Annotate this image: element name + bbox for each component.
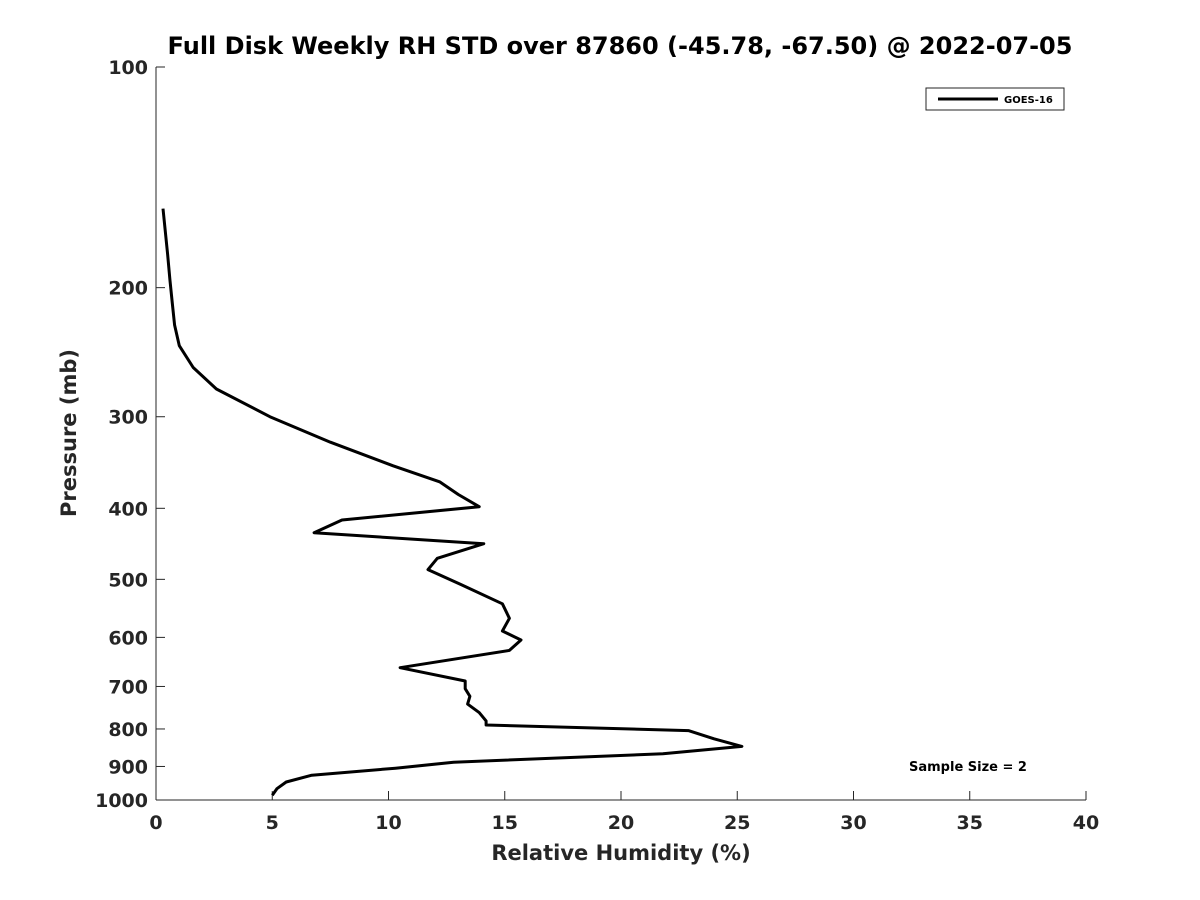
x-tick-label: 20 <box>608 812 634 834</box>
x-axis-ticks: 0 5 10 15 20 25 30 35 40 <box>149 791 1099 834</box>
y-tick-label: 1000 <box>95 790 148 812</box>
x-tick-label: 40 <box>1073 812 1099 834</box>
y-tick-label: 800 <box>108 719 148 741</box>
y-tick-label: 200 <box>108 278 148 300</box>
sample-size-annotation: Sample Size = 2 <box>909 760 1027 775</box>
x-axis-label: Relative Humidity (%) <box>491 841 750 865</box>
y-axis-label: Pressure (mb) <box>57 349 81 517</box>
series-layer <box>161 208 744 797</box>
x-tick-label: 5 <box>266 812 279 834</box>
y-tick-label: 600 <box>108 627 148 649</box>
x-tick-label: 15 <box>492 812 518 834</box>
x-tick-label: 10 <box>375 812 401 834</box>
plot-area <box>155 67 1086 801</box>
y-tick-label: 900 <box>108 756 148 778</box>
y-tick-label: 700 <box>108 676 148 698</box>
y-axis-ticks: 100 200 300 400 500 600 700 800 900 1000 <box>95 57 165 812</box>
legend: GOES-16 <box>925 87 1065 111</box>
x-tick-label: 30 <box>840 812 866 834</box>
x-tick-label: 25 <box>724 812 750 834</box>
y-tick-label: 100 <box>108 57 148 79</box>
x-tick-label: 35 <box>957 812 983 834</box>
y-tick-label: 500 <box>108 569 148 591</box>
legend-label-goes-16: GOES-16 <box>1004 95 1053 106</box>
y-tick-label: 400 <box>108 498 148 520</box>
chart-title: Full Disk Weekly RH STD over 87860 (-45.… <box>168 32 1073 60</box>
series-line-goes-16 <box>161 208 744 797</box>
x-tick-label: 0 <box>149 812 162 834</box>
y-tick-label: 300 <box>108 407 148 429</box>
